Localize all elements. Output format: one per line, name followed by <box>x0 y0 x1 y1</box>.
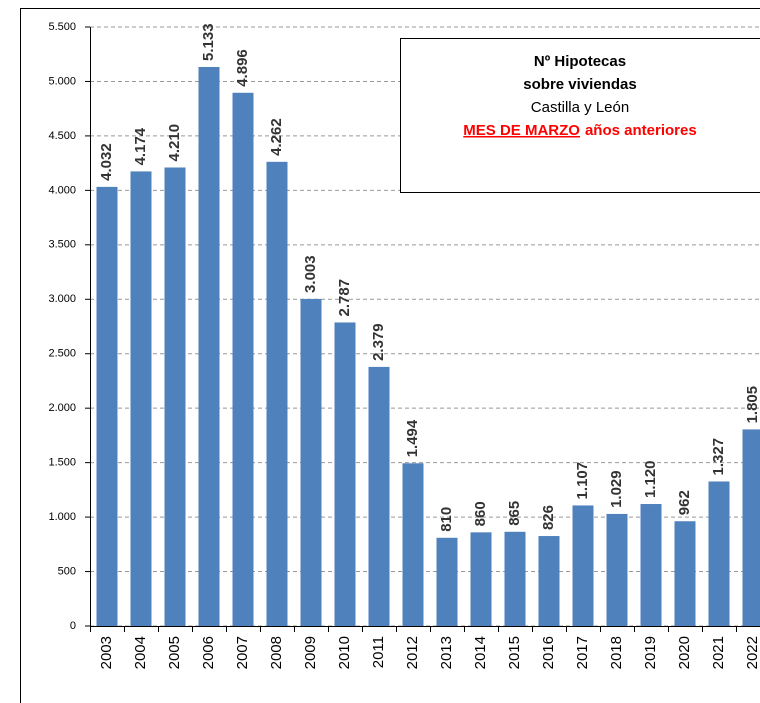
bar <box>606 513 628 626</box>
value-label: 1.029 <box>608 470 625 508</box>
y-tick-label: 500 <box>58 565 76 577</box>
x-tick-label: 2012 <box>404 636 421 669</box>
value-label: 4.032 <box>98 143 115 181</box>
x-tick-label: 2009 <box>302 636 319 669</box>
bar <box>708 481 730 626</box>
value-label: 1.494 <box>404 419 421 457</box>
bar <box>130 171 152 626</box>
x-tick-label: 2004 <box>132 636 149 669</box>
x-tick-label: 2022 <box>744 636 760 669</box>
value-label: 3.003 <box>302 255 319 293</box>
bar <box>164 167 186 626</box>
value-label: 860 <box>472 501 489 526</box>
x-tick-label: 2007 <box>234 636 251 669</box>
x-tick-label: 2010 <box>336 636 353 669</box>
x-tick-label: 2019 <box>642 636 659 669</box>
x-tick-label: 2015 <box>506 636 523 669</box>
y-tick-label: 2.000 <box>48 402 76 414</box>
x-tick-label: 2006 <box>200 636 217 669</box>
bar <box>96 186 118 626</box>
x-tick-label: 2020 <box>676 636 693 669</box>
bar <box>572 505 594 626</box>
value-label: 865 <box>506 501 523 526</box>
value-label: 962 <box>676 490 693 515</box>
bar <box>742 429 760 626</box>
y-tick-label: 2.500 <box>48 348 76 360</box>
value-label: 810 <box>438 507 455 532</box>
value-label: 1.805 <box>744 386 760 424</box>
y-tick-label: 1.000 <box>48 511 76 523</box>
y-tick-label: 4.500 <box>48 130 76 142</box>
bar <box>266 161 288 626</box>
y-tick-label: 3.500 <box>48 239 76 251</box>
value-label: 4.262 <box>268 118 285 156</box>
value-label: 4.210 <box>166 124 183 162</box>
bar <box>300 298 322 626</box>
x-tick-label: 2005 <box>166 636 183 669</box>
x-tick-label: 2013 <box>438 636 455 669</box>
y-tick-label: 0 <box>70 620 76 632</box>
bar <box>368 366 390 626</box>
x-tick-label: 2017 <box>574 636 591 669</box>
bar <box>334 322 356 626</box>
bar <box>402 463 424 626</box>
x-tick-label: 2021 <box>710 636 727 669</box>
annotation-part: MES DE MARZO <box>463 122 580 139</box>
bar <box>232 92 254 627</box>
bar <box>198 66 220 627</box>
x-tick-label: 2014 <box>472 636 489 669</box>
bar <box>436 537 458 626</box>
x-tick-label: 2008 <box>268 636 285 669</box>
chart-title: sobre viviendas <box>523 76 636 93</box>
value-label: 5.133 <box>200 23 217 61</box>
annotation-part: años anteriores <box>585 122 697 139</box>
y-tick-label: 4.000 <box>48 184 76 196</box>
title-box <box>400 38 760 193</box>
chart-frame <box>20 8 760 703</box>
value-label: 1.120 <box>642 460 659 498</box>
x-tick-label: 2011 <box>370 636 387 668</box>
value-label: 2.787 <box>336 279 353 317</box>
bar <box>640 504 662 626</box>
x-tick-label: 2018 <box>608 636 625 669</box>
x-tick-label: 2003 <box>98 636 115 669</box>
y-tick-label: 1.500 <box>48 457 76 469</box>
y-tick-label: 5.000 <box>48 75 76 87</box>
value-label: 4.174 <box>132 127 149 165</box>
bar <box>470 532 492 626</box>
y-tick-label: 5.500 <box>48 21 76 33</box>
value-label: 4.896 <box>234 49 251 87</box>
chart-subtitle: Castilla y León <box>531 99 629 116</box>
bar <box>538 536 560 626</box>
y-tick-label: 3.000 <box>48 293 76 305</box>
value-label: 826 <box>540 505 557 530</box>
value-label: 2.379 <box>370 323 387 361</box>
chart-title: Nº Hipotecas <box>534 53 626 70</box>
bar <box>674 521 696 626</box>
bar <box>504 531 526 626</box>
annotation: MES DE MARZO años anteriores <box>463 122 696 139</box>
value-label: 1.327 <box>710 438 727 476</box>
x-tick-label: 2016 <box>540 636 557 669</box>
value-label: 1.107 <box>574 462 591 500</box>
